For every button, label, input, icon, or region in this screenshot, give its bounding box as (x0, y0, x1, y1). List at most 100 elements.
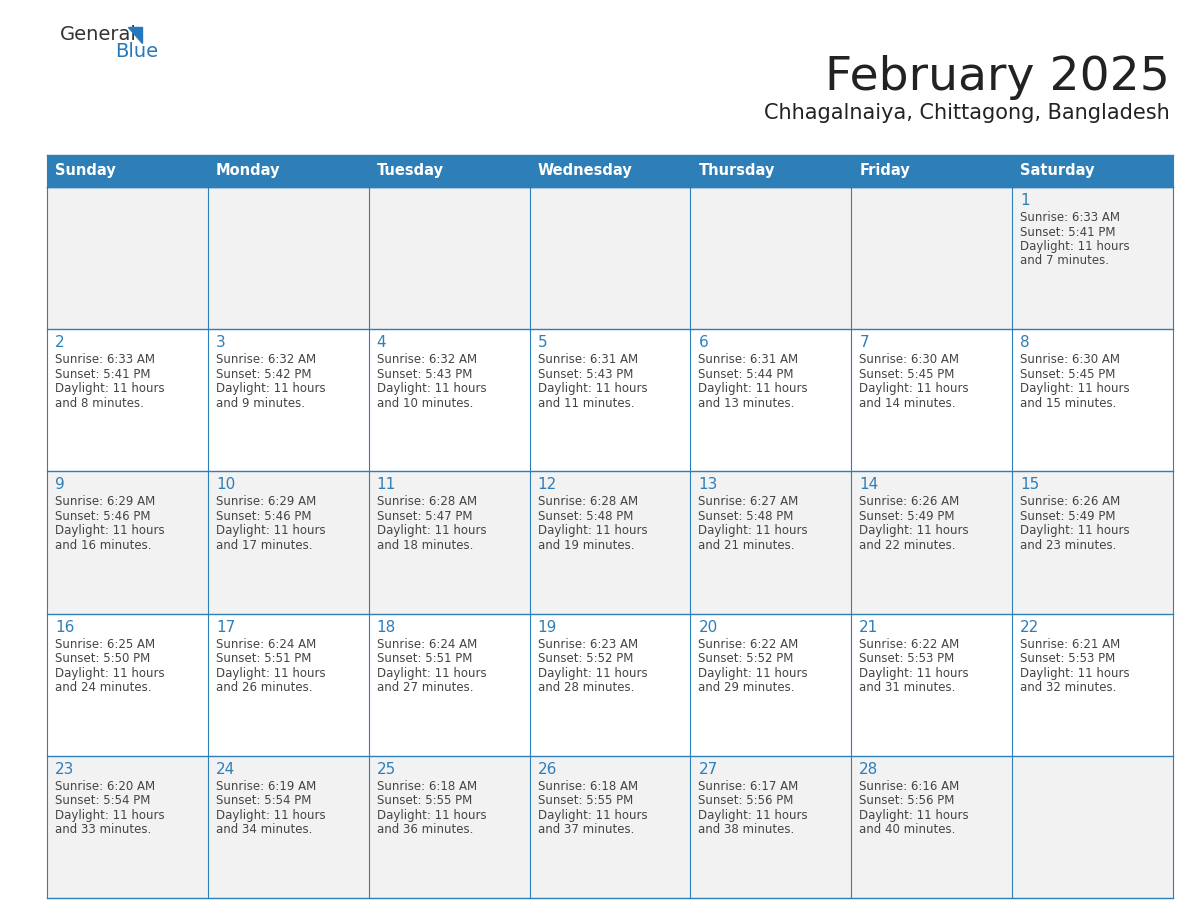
Text: Daylight: 11 hours: Daylight: 11 hours (377, 666, 486, 679)
Text: Sunrise: 6:31 AM: Sunrise: 6:31 AM (699, 353, 798, 366)
Text: 8: 8 (1020, 335, 1030, 350)
Text: Sunrise: 6:18 AM: Sunrise: 6:18 AM (538, 779, 638, 793)
Text: Daylight: 11 hours: Daylight: 11 hours (859, 666, 969, 679)
Text: and 36 minutes.: and 36 minutes. (377, 823, 473, 836)
Text: Sunset: 5:50 PM: Sunset: 5:50 PM (55, 652, 150, 666)
Text: and 38 minutes.: and 38 minutes. (699, 823, 795, 836)
Text: and 17 minutes.: and 17 minutes. (216, 539, 312, 552)
Text: 21: 21 (859, 620, 879, 634)
Text: Friday: Friday (859, 163, 910, 178)
Bar (48, 330, 208, 472)
Text: 23: 23 (55, 762, 75, 777)
Text: and 16 minutes.: and 16 minutes. (55, 539, 152, 552)
Text: Sunrise: 6:24 AM: Sunrise: 6:24 AM (377, 638, 476, 651)
Text: and 26 minutes.: and 26 minutes. (216, 681, 312, 694)
Bar (368, 613, 530, 756)
Text: Daylight: 11 hours: Daylight: 11 hours (377, 524, 486, 537)
Bar (1012, 330, 1173, 472)
Text: Sunrise: 6:28 AM: Sunrise: 6:28 AM (377, 496, 476, 509)
Text: Daylight: 11 hours: Daylight: 11 hours (699, 524, 808, 537)
Bar (690, 330, 852, 472)
Bar (48, 187, 208, 330)
Bar (530, 472, 690, 613)
Text: Daylight: 11 hours: Daylight: 11 hours (377, 382, 486, 396)
Bar (530, 756, 690, 898)
Bar (1012, 155, 1173, 187)
Text: Sunrise: 6:31 AM: Sunrise: 6:31 AM (538, 353, 638, 366)
Text: Sunrise: 6:32 AM: Sunrise: 6:32 AM (216, 353, 316, 366)
Text: and 24 minutes.: and 24 minutes. (55, 681, 152, 694)
Bar (852, 613, 1012, 756)
Text: Sunrise: 6:26 AM: Sunrise: 6:26 AM (859, 496, 960, 509)
Text: 27: 27 (699, 762, 718, 777)
Text: Sunset: 5:54 PM: Sunset: 5:54 PM (55, 794, 151, 807)
Text: Sunset: 5:41 PM: Sunset: 5:41 PM (1020, 226, 1116, 239)
Text: and 21 minutes.: and 21 minutes. (699, 539, 795, 552)
Bar (368, 187, 530, 330)
Text: and 10 minutes.: and 10 minutes. (377, 397, 473, 409)
Polygon shape (128, 27, 143, 43)
Text: Sunrise: 6:33 AM: Sunrise: 6:33 AM (55, 353, 154, 366)
Bar (852, 330, 1012, 472)
Text: 28: 28 (859, 762, 879, 777)
Text: General: General (61, 25, 137, 44)
Text: Sunday: Sunday (55, 163, 115, 178)
Text: Sunrise: 6:27 AM: Sunrise: 6:27 AM (699, 496, 798, 509)
Bar (690, 613, 852, 756)
Text: Daylight: 11 hours: Daylight: 11 hours (859, 524, 969, 537)
Text: Daylight: 11 hours: Daylight: 11 hours (1020, 524, 1130, 537)
Text: Blue: Blue (115, 42, 158, 61)
Text: Sunrise: 6:22 AM: Sunrise: 6:22 AM (699, 638, 798, 651)
Bar (530, 330, 690, 472)
Text: Chhagalnaiya, Chittagong, Bangladesh: Chhagalnaiya, Chittagong, Bangladesh (764, 103, 1170, 123)
Text: 6: 6 (699, 335, 708, 350)
Text: Daylight: 11 hours: Daylight: 11 hours (859, 382, 969, 396)
Bar (368, 330, 530, 472)
Bar (852, 187, 1012, 330)
Text: and 13 minutes.: and 13 minutes. (699, 397, 795, 409)
Bar (208, 155, 368, 187)
Text: 10: 10 (216, 477, 235, 492)
Text: and 29 minutes.: and 29 minutes. (699, 681, 795, 694)
Text: 11: 11 (377, 477, 396, 492)
Text: Wednesday: Wednesday (538, 163, 632, 178)
Text: Sunset: 5:46 PM: Sunset: 5:46 PM (216, 509, 311, 523)
Bar (48, 155, 208, 187)
Text: Daylight: 11 hours: Daylight: 11 hours (377, 809, 486, 822)
Text: Sunset: 5:45 PM: Sunset: 5:45 PM (1020, 368, 1116, 381)
Text: Sunset: 5:51 PM: Sunset: 5:51 PM (216, 652, 311, 666)
Text: Sunrise: 6:20 AM: Sunrise: 6:20 AM (55, 779, 156, 793)
Text: Sunrise: 6:28 AM: Sunrise: 6:28 AM (538, 496, 638, 509)
Text: and 14 minutes.: and 14 minutes. (859, 397, 956, 409)
Text: Sunrise: 6:22 AM: Sunrise: 6:22 AM (859, 638, 960, 651)
Text: Sunset: 5:53 PM: Sunset: 5:53 PM (859, 652, 954, 666)
Text: 17: 17 (216, 620, 235, 634)
Bar (852, 756, 1012, 898)
Text: Sunrise: 6:29 AM: Sunrise: 6:29 AM (55, 496, 156, 509)
Text: Sunrise: 6:23 AM: Sunrise: 6:23 AM (538, 638, 638, 651)
Text: Sunset: 5:55 PM: Sunset: 5:55 PM (377, 794, 472, 807)
Text: Sunset: 5:52 PM: Sunset: 5:52 PM (538, 652, 633, 666)
Bar (690, 155, 852, 187)
Bar (690, 756, 852, 898)
Text: Sunset: 5:53 PM: Sunset: 5:53 PM (1020, 652, 1116, 666)
Bar (208, 330, 368, 472)
Text: and 15 minutes.: and 15 minutes. (1020, 397, 1117, 409)
Text: and 22 minutes.: and 22 minutes. (859, 539, 956, 552)
Bar (208, 187, 368, 330)
Text: Sunrise: 6:19 AM: Sunrise: 6:19 AM (216, 779, 316, 793)
Text: Sunset: 5:52 PM: Sunset: 5:52 PM (699, 652, 794, 666)
Text: Sunset: 5:49 PM: Sunset: 5:49 PM (1020, 509, 1116, 523)
Text: Sunrise: 6:26 AM: Sunrise: 6:26 AM (1020, 496, 1120, 509)
Text: Daylight: 11 hours: Daylight: 11 hours (699, 666, 808, 679)
Text: 2: 2 (55, 335, 64, 350)
Text: Daylight: 11 hours: Daylight: 11 hours (538, 382, 647, 396)
Bar (48, 613, 208, 756)
Text: Sunset: 5:56 PM: Sunset: 5:56 PM (699, 794, 794, 807)
Text: Sunset: 5:46 PM: Sunset: 5:46 PM (55, 509, 151, 523)
Text: Daylight: 11 hours: Daylight: 11 hours (859, 809, 969, 822)
Text: Daylight: 11 hours: Daylight: 11 hours (1020, 240, 1130, 253)
Text: 3: 3 (216, 335, 226, 350)
Text: Sunrise: 6:29 AM: Sunrise: 6:29 AM (216, 496, 316, 509)
Text: Sunrise: 6:18 AM: Sunrise: 6:18 AM (377, 779, 476, 793)
